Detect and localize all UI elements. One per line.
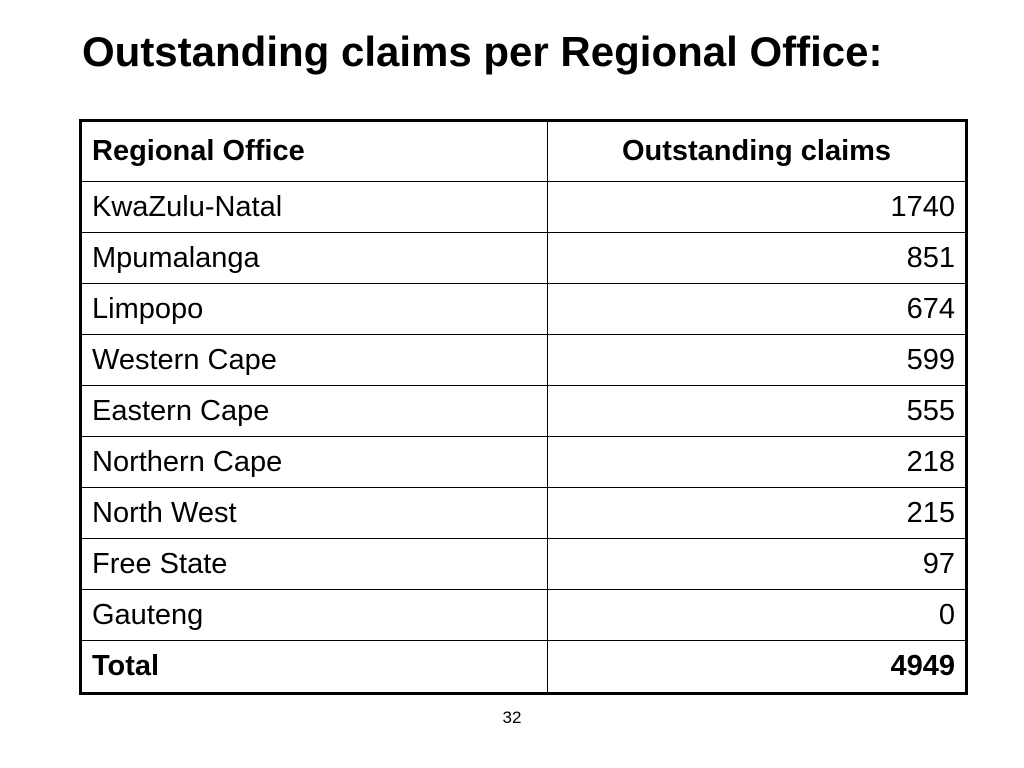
header-regional-office: Regional Office xyxy=(80,120,548,182)
total-value: 4949 xyxy=(547,640,967,694)
office-cell: Mpumalanga xyxy=(80,232,548,284)
slide-title: Outstanding claims per Regional Office: xyxy=(82,28,883,75)
claims-cell: 0 xyxy=(547,589,967,641)
table-footer: Total 4949 xyxy=(80,640,967,694)
table-row: Gauteng 0 xyxy=(80,589,967,641)
table-row: North West 215 xyxy=(80,487,967,539)
table-row: Western Cape 599 xyxy=(80,334,967,386)
office-cell: Limpopo xyxy=(80,283,548,335)
office-cell: KwaZulu-Natal xyxy=(80,181,548,233)
office-cell: Northern Cape xyxy=(80,436,548,488)
claims-cell: 97 xyxy=(547,538,967,590)
page-number: 32 xyxy=(502,708,522,727)
table-header: Regional Office Outstanding claims xyxy=(80,120,967,182)
table-body: KwaZulu-Natal 1740 Mpumalanga 851 Limpop… xyxy=(80,181,967,641)
table-row: KwaZulu-Natal 1740 xyxy=(80,181,967,233)
table-row: Northern Cape 218 xyxy=(80,436,967,488)
claims-cell: 555 xyxy=(547,385,967,437)
total-row: Total 4949 xyxy=(80,640,967,694)
header-outstanding-claims: Outstanding claims xyxy=(547,120,967,182)
claims-cell: 851 xyxy=(547,232,967,284)
table-row: Eastern Cape 555 xyxy=(80,385,967,437)
claims-cell: 218 xyxy=(547,436,967,488)
claims-cell: 674 xyxy=(547,283,967,335)
table-row: Free State 97 xyxy=(80,538,967,590)
office-cell: Western Cape xyxy=(80,334,548,386)
claims-cell: 1740 xyxy=(547,181,967,233)
office-cell: Eastern Cape xyxy=(80,385,548,437)
table-row: Limpopo 674 xyxy=(80,283,967,335)
claims-cell: 599 xyxy=(547,334,967,386)
claims-cell: 215 xyxy=(547,487,967,539)
claims-table: Regional Office Outstanding claims KwaZu… xyxy=(79,119,968,695)
office-cell: Gauteng xyxy=(80,589,548,641)
header-row: Regional Office Outstanding claims xyxy=(80,120,967,182)
office-cell: North West xyxy=(80,487,548,539)
office-cell: Free State xyxy=(80,538,548,590)
table-row: Mpumalanga 851 xyxy=(80,232,967,284)
total-label: Total xyxy=(80,640,548,694)
